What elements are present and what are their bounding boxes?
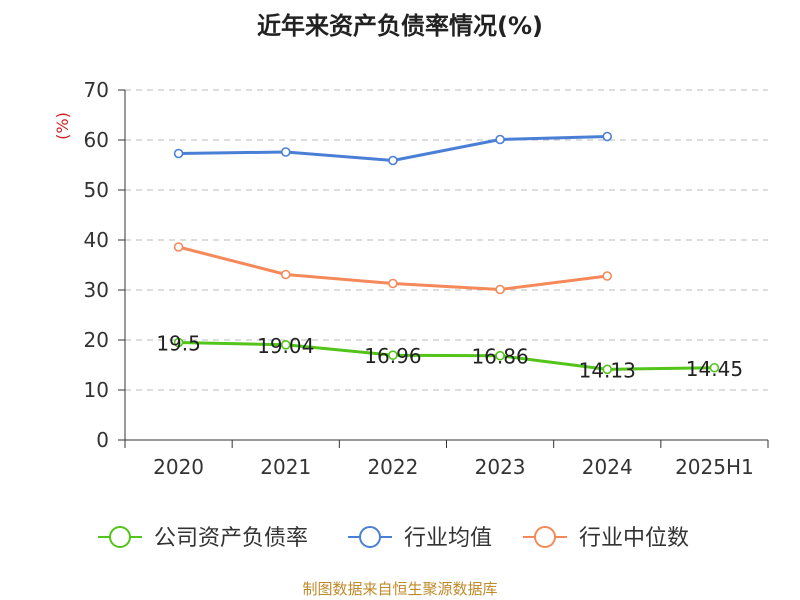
series-2 [173, 131, 613, 166]
x-tick-label: 2022 [367, 455, 418, 479]
legend-label: 公司资产负债率 [154, 526, 308, 551]
data-point [495, 350, 505, 361]
y-tick-label: 10 [84, 378, 109, 402]
series-lines [173, 131, 720, 375]
grid-lines [125, 89, 768, 391]
legend-swatch-marker [109, 526, 131, 548]
legend-swatch-marker [534, 526, 556, 548]
data-point [173, 148, 184, 159]
legend-item[interactable]: 行业均值 [348, 526, 492, 551]
source-note: 制图数据来自恒生聚源数据库 [302, 580, 498, 598]
y-tick-label: 20 [84, 328, 109, 352]
axes: 0 10 20 30 40 50 60 70 2020 2021 2022 2023 2024 2025H… [53, 78, 769, 479]
legend-item[interactable]: 公司资产负债率 [98, 526, 308, 551]
data-point [388, 350, 398, 361]
data-label: 14.45 [686, 357, 743, 381]
data-label: 19.04 [257, 334, 314, 358]
series-line [178, 341, 715, 371]
legend-item[interactable]: 行业中位数 [523, 526, 689, 551]
series-3 [173, 242, 613, 295]
x-tick-label: 2020 [153, 455, 204, 479]
data-point [495, 134, 505, 145]
data-label: 14.13 [579, 358, 636, 382]
y-tick-label: 0 [96, 428, 109, 452]
x-tick-label: 2023 [475, 455, 526, 479]
x-tick-label: 2024 [582, 455, 633, 479]
x-tick-label: 2021 [260, 455, 311, 479]
data-label: 16.86 [471, 345, 528, 369]
data-point [280, 147, 291, 157]
data-labels: 19.5 19.04 16.96 16.86 14.13 14.45 [156, 332, 743, 383]
y-tick-label: 30 [84, 278, 109, 302]
y-tick-label: 70 [84, 78, 109, 102]
y-axis-unit-label: (%) [53, 112, 72, 140]
data-point [602, 364, 613, 375]
legend: 公司资产负债率 行业均值 行业中位数 [98, 526, 689, 551]
series-1 [173, 337, 720, 375]
data-point [709, 362, 720, 373]
data-point [388, 278, 398, 289]
legend-label: 行业中位数 [579, 526, 689, 551]
legend-label: 行业均值 [404, 526, 492, 551]
data-label: 19.5 [156, 332, 201, 356]
x-tick-label: 2025H1 [675, 455, 754, 479]
data-point [280, 269, 291, 280]
data-point [173, 337, 184, 348]
y-tick-label: 40 [84, 228, 109, 252]
data-label: 16.96 [364, 344, 421, 368]
chart-title: 近年来资产负债率情况(%) [257, 12, 543, 40]
data-point [602, 131, 613, 142]
data-point [173, 242, 184, 252]
legend-swatch-marker [359, 526, 381, 548]
y-tick-label: 50 [84, 178, 109, 202]
data-point [280, 339, 291, 350]
data-point [602, 271, 613, 281]
y-tick-label: 60 [84, 128, 109, 152]
data-point [495, 284, 505, 295]
data-point [388, 155, 398, 166]
